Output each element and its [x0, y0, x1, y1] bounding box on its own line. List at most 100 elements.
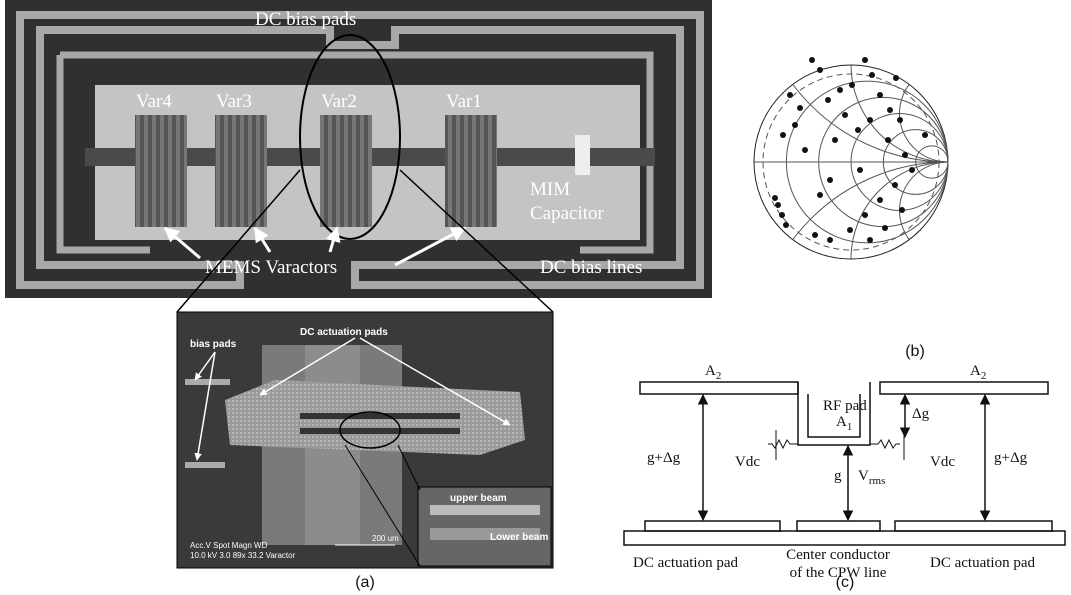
shape [851, 0, 1045, 162]
shape [832, 137, 838, 143]
shape [825, 97, 831, 103]
shape [899, 207, 905, 213]
sem-label: upper beam [450, 493, 507, 504]
shape [640, 382, 798, 394]
shape [215, 115, 267, 227]
shape [817, 67, 823, 73]
shape [624, 531, 1065, 545]
shape [842, 112, 848, 118]
shape [892, 182, 898, 188]
gap-label: g+Δg [994, 450, 1028, 466]
smith-chart [754, 0, 1071, 550]
panel-label: (c) [836, 574, 855, 591]
shape: A [705, 363, 716, 379]
shape [849, 82, 855, 88]
voltage-label: Vdc [735, 454, 760, 470]
shape [893, 75, 899, 81]
shape [779, 212, 785, 218]
shape [867, 237, 873, 243]
sem-scale: 200 um [372, 534, 399, 543]
shape [797, 105, 803, 111]
shape: rms [869, 475, 886, 487]
shape [887, 107, 893, 113]
photo-label: DC bias pads [255, 9, 356, 30]
sem-info: 10.0 kV 3.0 89x 33.2 Varactor [190, 551, 296, 560]
shape [754, 0, 1071, 162]
shape [575, 135, 590, 175]
plate-label: A2 [970, 363, 986, 382]
sem-label: Lower beam [490, 532, 548, 543]
shape: A2 A2 RF pad A1 Δg g+Δg g+Δg Vdc Vdc g V… [633, 363, 1035, 581]
voltage-label: Vrms [858, 468, 885, 487]
shape [430, 505, 540, 515]
shape [827, 237, 833, 243]
schematic-label: Center conductor [786, 547, 890, 563]
shape [897, 117, 903, 123]
shape [855, 127, 861, 133]
shape [869, 72, 875, 78]
shape [775, 202, 781, 208]
plate-label: A2 [705, 363, 721, 382]
shape [780, 132, 786, 138]
shape: 2 [981, 370, 987, 382]
shape [787, 92, 793, 98]
varactor-label: Var2 [321, 91, 357, 112]
photo-label: DC bias lines [540, 257, 642, 278]
shape [900, 65, 997, 162]
shape [862, 57, 868, 63]
photo-label: Capacitor [530, 203, 605, 224]
shape [877, 92, 883, 98]
shape: V [858, 468, 869, 484]
shape [837, 87, 843, 93]
sem-image: DC actuation pads bias pads upper beam L… [177, 312, 553, 568]
voltage-label: Vdc [930, 454, 955, 470]
sem-label: bias pads [190, 339, 237, 350]
shape: 1 [847, 421, 853, 433]
gap-label: g+Δg [647, 450, 681, 466]
figure: DC bias pads Var4 Var3 Var2 Var1 MIM Cap… [0, 0, 1071, 595]
shape [867, 117, 873, 123]
shape [445, 115, 497, 227]
shape [812, 232, 818, 238]
shape [857, 167, 863, 173]
panel-label: (a) [355, 574, 375, 591]
shape [900, 162, 997, 259]
micrograph: DC bias pads Var4 Var3 Var2 Var1 MIM Cap… [5, 0, 712, 298]
shape [797, 521, 880, 531]
shape [895, 521, 1052, 531]
shape [300, 413, 460, 419]
shape [847, 227, 853, 233]
sem-info: Acc.V Spot Magn WD [190, 541, 268, 550]
shape [902, 152, 908, 158]
shape [922, 132, 928, 138]
shape [880, 382, 1048, 394]
panel-label: (b) [905, 343, 925, 360]
shape: A [836, 414, 847, 430]
schematic-label: DC actuation pad [633, 555, 738, 571]
shape [909, 167, 915, 173]
shape [645, 521, 780, 531]
varactor-label: Var1 [446, 91, 482, 112]
photo-label: MEMS Varactors [205, 257, 337, 278]
gap-label: Δg [912, 406, 930, 422]
shape [320, 115, 372, 227]
measured-points [772, 57, 928, 243]
shape [300, 428, 460, 434]
shape [135, 115, 187, 227]
shape [862, 212, 868, 218]
photo-label: MIM [530, 179, 570, 200]
shape: 2 [716, 370, 722, 382]
shape [768, 430, 798, 460]
shape: A [970, 363, 981, 379]
shape [851, 162, 1045, 356]
shape [870, 430, 904, 460]
shape [885, 137, 891, 143]
plate-label: A1 [836, 414, 852, 433]
sem-label: DC actuation pads [300, 327, 388, 338]
varactor-label: Var4 [136, 91, 172, 112]
shape [809, 57, 815, 63]
shape [792, 122, 798, 128]
schematic-label: RF pad [823, 398, 867, 414]
varactor-label: Var3 [216, 91, 252, 112]
shape [802, 147, 808, 153]
